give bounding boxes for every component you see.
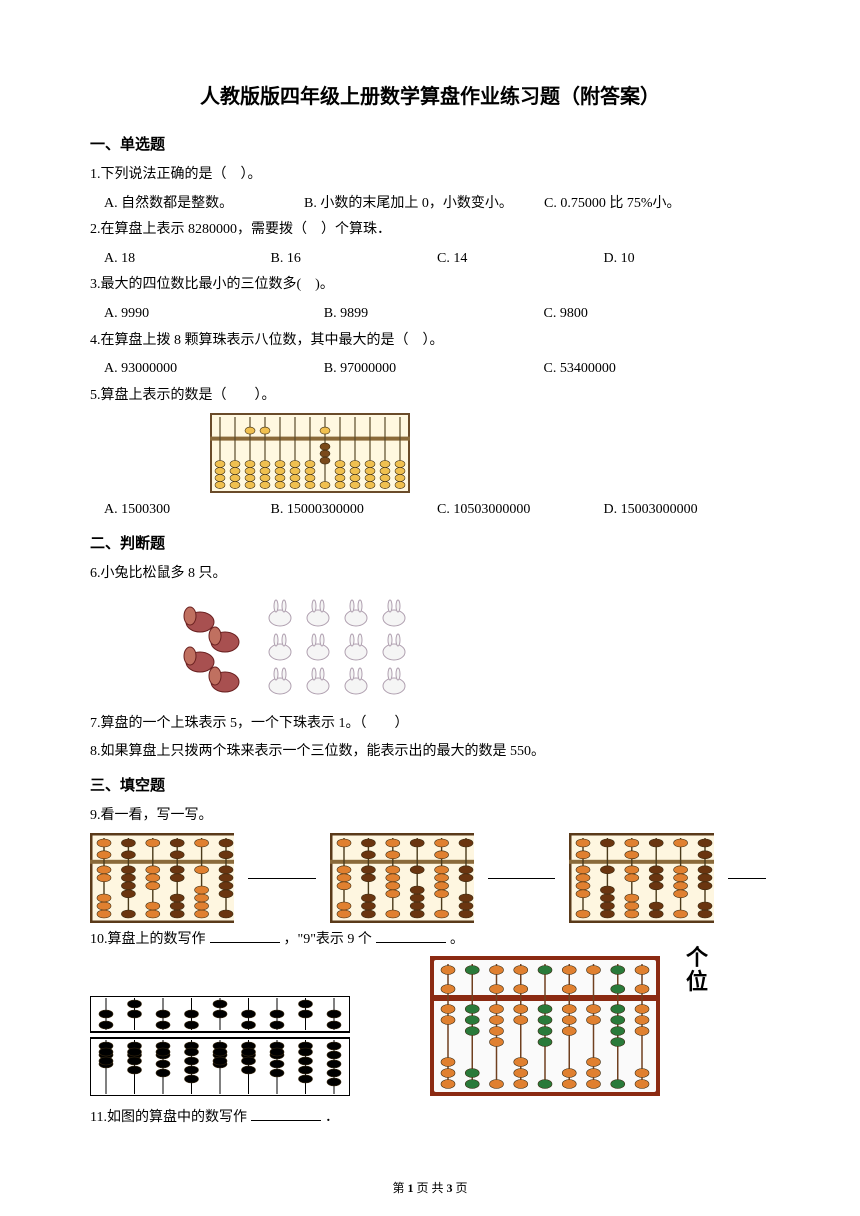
q10-blank-1 bbox=[210, 942, 280, 943]
q11-blank bbox=[251, 1120, 321, 1121]
q10-blank-2 bbox=[376, 942, 446, 943]
footer-suffix: 页 bbox=[453, 1181, 468, 1195]
q3-options: A. 9990 B. 9899 C. 9800 bbox=[90, 301, 770, 328]
q10-images: 个位 bbox=[90, 956, 770, 1101]
q5-text: 5.算盘上表示的数是（ ）。 bbox=[90, 383, 770, 410]
q10-left-abacus bbox=[90, 996, 350, 1096]
q3-opt-b: B. 9899 bbox=[324, 301, 544, 328]
q3-text: 3.最大的四位数比最小的三位数多( )。 bbox=[90, 272, 770, 299]
q6-animals-image bbox=[170, 592, 430, 702]
q10-gewei-label: 个位 bbox=[686, 946, 708, 994]
footer-mid: 页 共 bbox=[413, 1181, 446, 1195]
q2-opt-b: B. 16 bbox=[271, 246, 438, 273]
q5-opt-d: D. 15003000000 bbox=[604, 497, 771, 524]
section-true-false: 二、判断题 bbox=[90, 532, 770, 553]
q9-abacus-row bbox=[90, 833, 770, 923]
q9-abacus-3 bbox=[569, 833, 713, 923]
q5-abacus-image bbox=[210, 413, 410, 493]
q11-text: 11.如图的算盘中的数写作 ． bbox=[90, 1105, 770, 1132]
q9-abacus-2 bbox=[330, 833, 474, 923]
q1-opt-b: B. 小数的末尾加上 0，小数变小。 bbox=[304, 191, 544, 218]
q10-text-c: 。 bbox=[450, 932, 464, 947]
q11-text-a: 11.如图的算盘中的数写作 bbox=[90, 1110, 247, 1125]
q4-text: 4.在算盘上拨 8 颗算珠表示八位数，其中最大的是（ ）。 bbox=[90, 328, 770, 355]
q2-opt-c: C. 14 bbox=[437, 246, 604, 273]
q5-opt-a: A. 1500300 bbox=[104, 497, 271, 524]
page-footer: 第 1 页 共 3 页 bbox=[0, 1179, 860, 1196]
q9-abacus-1 bbox=[90, 833, 234, 923]
q9-text: 9.看一看，写一写。 bbox=[90, 803, 770, 830]
q2-opt-a: A. 18 bbox=[104, 246, 271, 273]
q11-text-b: ． bbox=[325, 1110, 339, 1125]
q10-text-a: 10.算盘上的数写作 bbox=[90, 932, 206, 947]
q10-text-b: ，"9"表示 9 个 bbox=[284, 932, 372, 947]
q1-text: 1.下列说法正确的是（ ）。 bbox=[90, 162, 770, 189]
page-title: 人教版版四年级上册数学算盘作业练习题（附答案） bbox=[90, 80, 770, 109]
q4-opt-b: B. 97000000 bbox=[324, 356, 544, 383]
q2-options: A. 18 B. 16 C. 14 D. 10 bbox=[90, 246, 770, 273]
section-single-choice: 一、单选题 bbox=[90, 133, 770, 154]
q2-opt-d: D. 10 bbox=[604, 246, 771, 273]
q9-blank-3 bbox=[728, 878, 766, 879]
q5-options: A. 1500300 B. 15000300000 C. 10503000000… bbox=[90, 497, 770, 524]
q4-opt-a: A. 93000000 bbox=[104, 356, 324, 383]
q4-options: A. 93000000 B. 97000000 C. 53400000 bbox=[90, 356, 770, 383]
q10-right-abacus bbox=[430, 956, 660, 1096]
footer-prefix: 第 bbox=[392, 1181, 407, 1195]
q3-opt-c: C. 9800 bbox=[544, 301, 764, 328]
q1-options: A. 自然数都是整数。 B. 小数的末尾加上 0，小数变小。 C. 0.7500… bbox=[90, 191, 770, 218]
q3-opt-a: A. 9990 bbox=[104, 301, 324, 328]
q9-blank-2 bbox=[488, 878, 555, 879]
q1-opt-a: A. 自然数都是整数。 bbox=[104, 191, 304, 218]
q7-text: 7.算盘的一个上珠表示 5，一个下珠表示 1。（ ） bbox=[90, 711, 770, 738]
section-fill-blank: 三、填空题 bbox=[90, 774, 770, 795]
q9-blank-1 bbox=[248, 878, 315, 879]
q4-opt-c: C. 53400000 bbox=[544, 356, 764, 383]
q6-text: 6.小兔比松鼠多 8 只。 bbox=[90, 561, 770, 588]
q10-text: 10.算盘上的数写作 ，"9"表示 9 个 。 bbox=[90, 927, 770, 954]
q5-opt-c: C. 10503000000 bbox=[437, 497, 604, 524]
q8-text: 8.如果算盘上只拨两个珠来表示一个三位数，能表示出的最大的数是 550。 bbox=[90, 739, 770, 766]
q1-opt-c: C. 0.75000 比 75%小。 bbox=[544, 191, 770, 218]
q2-text: 2.在算盘上表示 8280000，需要拨（ ）个算珠． bbox=[90, 217, 770, 244]
q5-opt-b: B. 15000300000 bbox=[271, 497, 438, 524]
